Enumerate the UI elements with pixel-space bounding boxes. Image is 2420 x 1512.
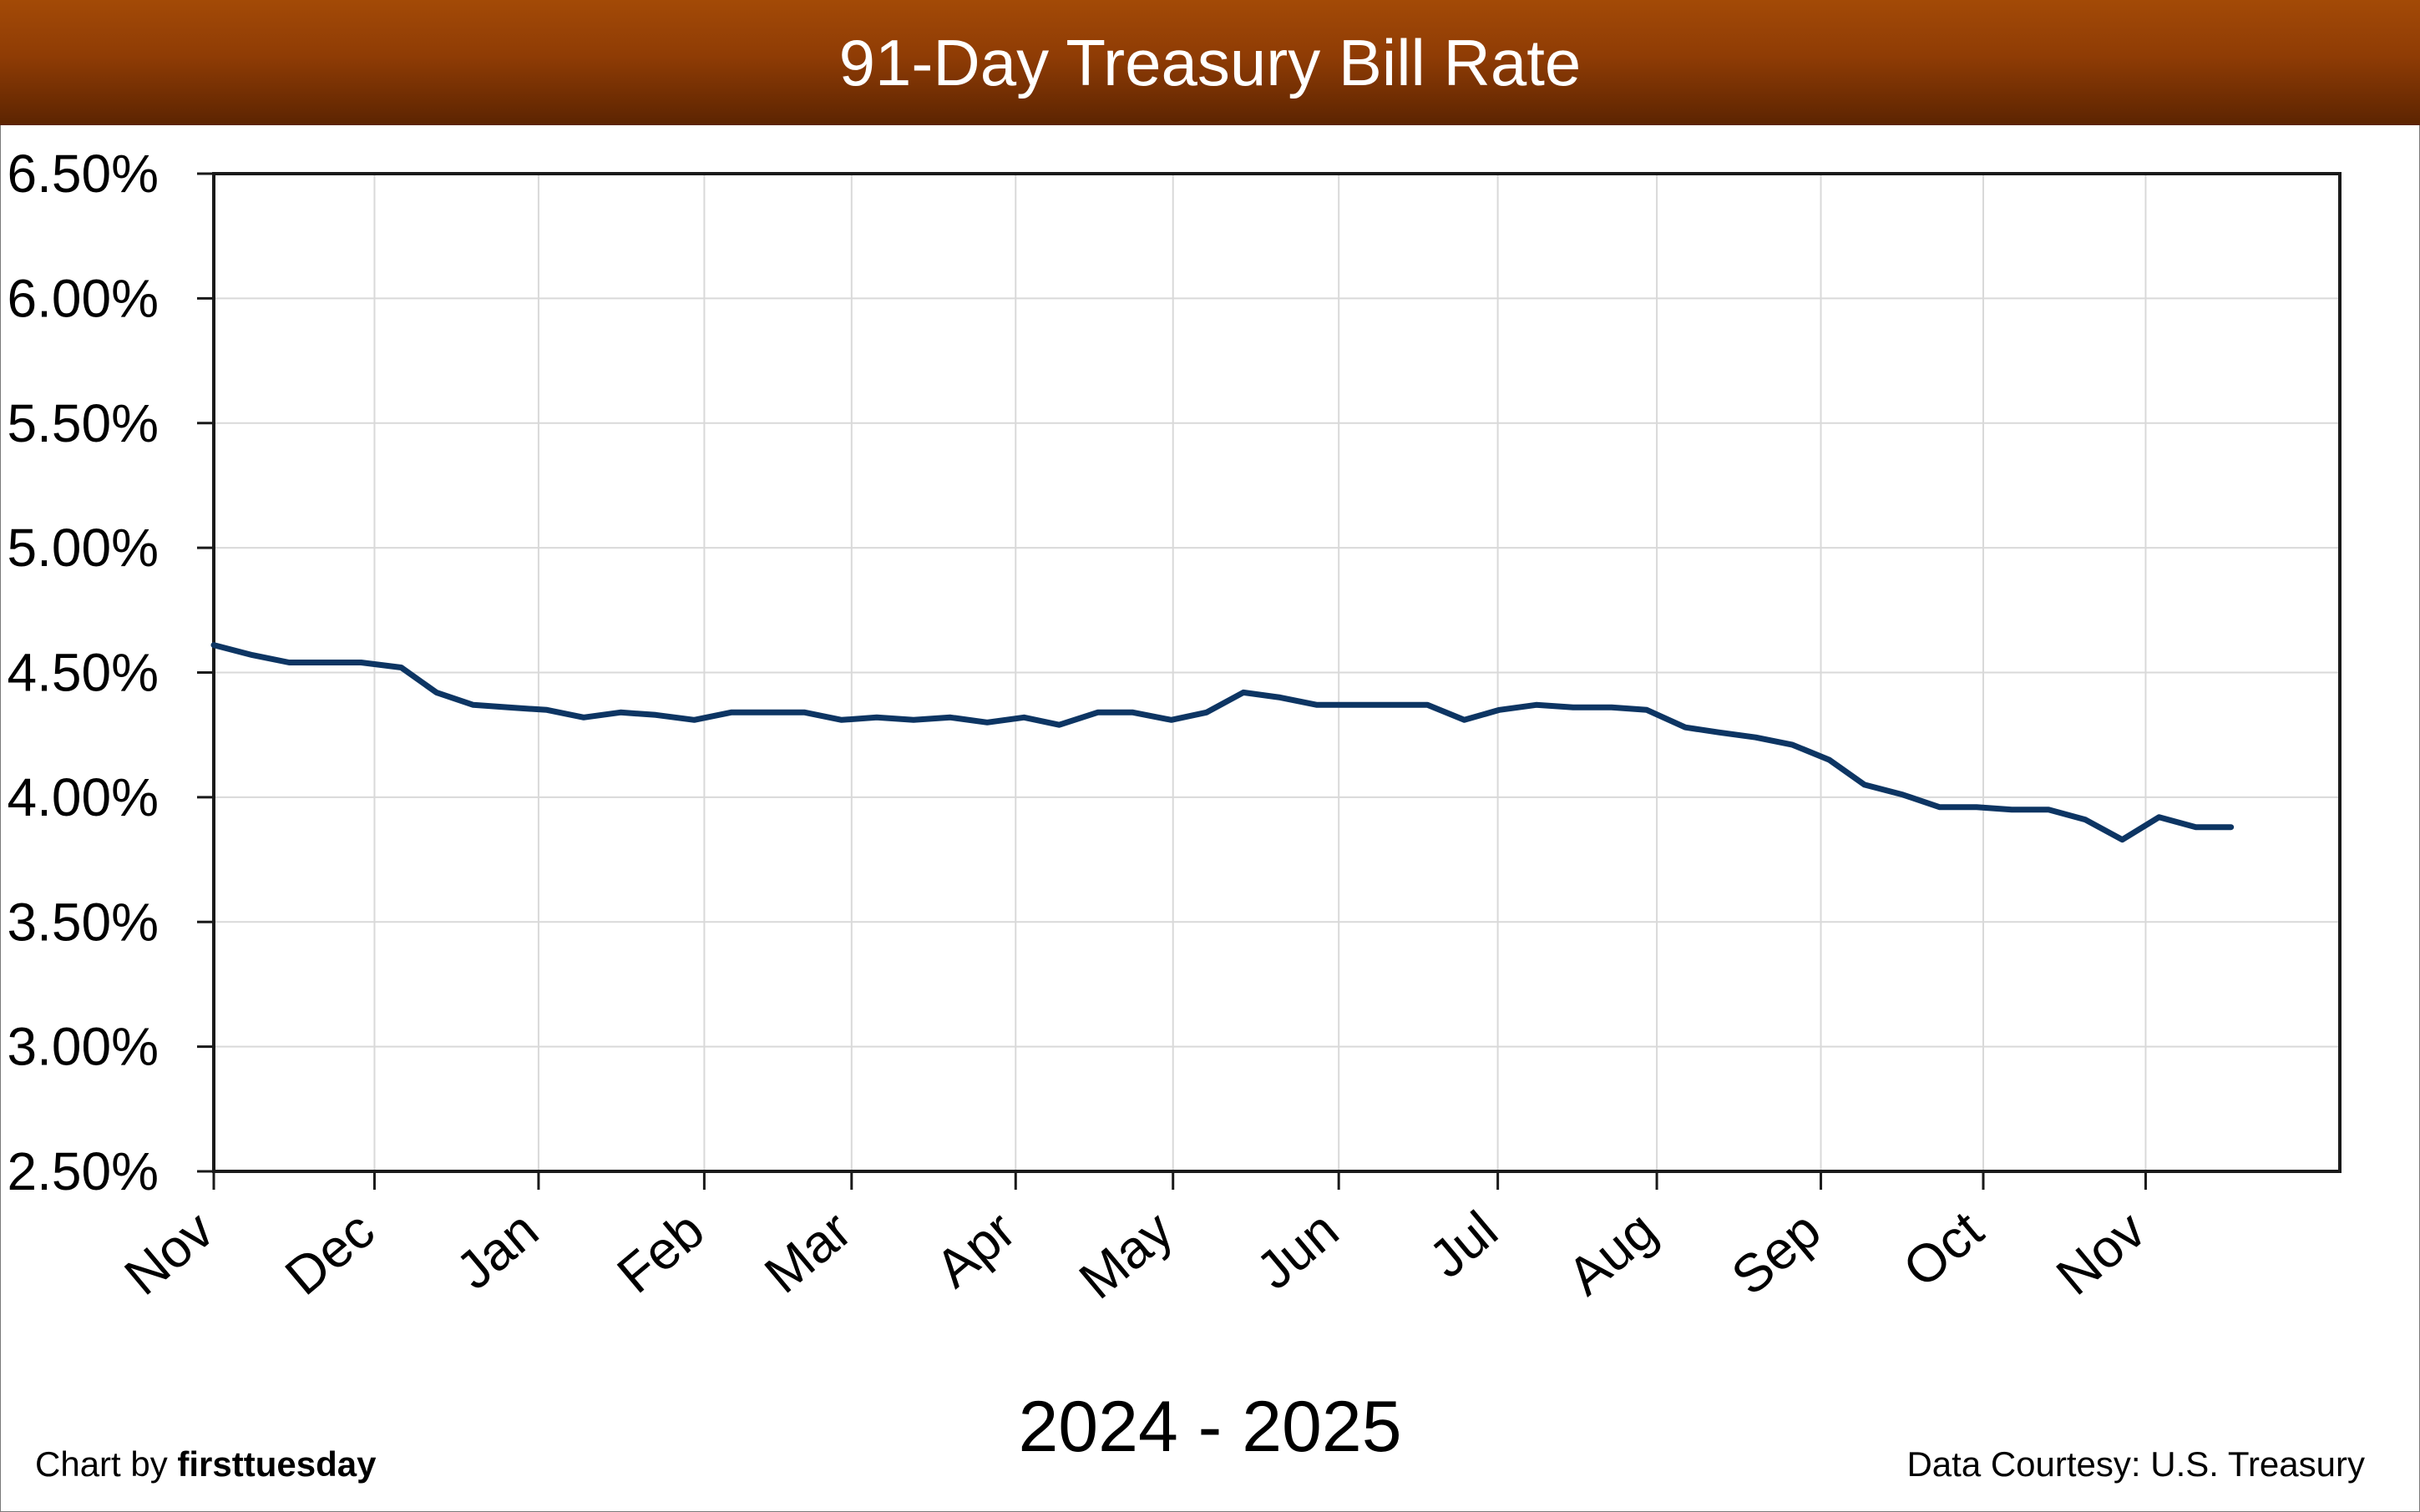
data-source: Data Courtesy: U.S. Treasury xyxy=(1906,1444,2365,1484)
data-point xyxy=(2048,809,2049,811)
x-tick-label: Apr xyxy=(924,1200,1027,1299)
x-tick-label: Mar xyxy=(753,1200,863,1305)
chart-title: 91-Day Treasury Bill Rate xyxy=(838,25,1582,99)
data-point xyxy=(804,711,806,713)
data-point xyxy=(1684,726,1686,728)
y-tick-label: 5.00% xyxy=(8,518,159,578)
data-point xyxy=(508,706,509,708)
grid-lines xyxy=(213,173,2340,1172)
data-point xyxy=(1023,716,1025,718)
data-point xyxy=(1464,719,1466,721)
axes xyxy=(197,172,2147,1190)
x-tick-label: Feb xyxy=(606,1200,716,1305)
series-line xyxy=(210,642,2235,843)
data-point xyxy=(1279,696,1281,698)
data-point xyxy=(693,719,695,721)
data-point xyxy=(949,716,951,718)
y-tick-label: 6.50% xyxy=(8,144,159,204)
chart-credit-prefix: Chart by xyxy=(35,1444,178,1484)
y-tick-label: 5.50% xyxy=(8,393,159,453)
data-point xyxy=(1096,711,1098,713)
data-point xyxy=(986,721,988,723)
y-tick-label: 3.50% xyxy=(8,892,159,952)
data-point xyxy=(1572,706,1574,708)
y-tick-label: 4.50% xyxy=(8,643,159,703)
y-tick-label: 3.00% xyxy=(8,1017,159,1077)
data-point xyxy=(583,716,585,718)
data-point xyxy=(1132,711,1134,713)
x-tick-label: Oct xyxy=(1891,1199,1994,1298)
y-tick-label: 4.00% xyxy=(8,767,159,827)
data-point xyxy=(913,719,914,721)
data-point xyxy=(360,662,362,664)
data-point xyxy=(841,719,843,721)
data-point xyxy=(1864,784,1866,786)
x-axis-title: 2024 - 2025 xyxy=(1018,1387,1402,1467)
data-point xyxy=(1611,706,1612,708)
data-point xyxy=(730,711,732,713)
chart-credit-brand: firsttuesday xyxy=(177,1444,377,1484)
x-tick-label: Aug xyxy=(1557,1200,1668,1307)
x-tick-label: Nov xyxy=(2045,1200,2156,1307)
data-point xyxy=(323,662,325,664)
x-tick-label: Nov xyxy=(114,1200,225,1307)
y-tick-label: 6.00% xyxy=(8,268,159,328)
data-point xyxy=(1058,724,1060,726)
data-point xyxy=(288,662,290,664)
data-point xyxy=(876,716,878,718)
x-tick-label: Jun xyxy=(1245,1200,1349,1301)
data-point xyxy=(1754,736,1756,738)
data-point xyxy=(436,691,438,693)
data-point xyxy=(401,667,402,669)
x-tick-labels: Nov Dec Jan Feb Mar Apr May Jun Jul Aug Sep Oct Nov xyxy=(114,1199,2157,1310)
data-point xyxy=(1829,759,1830,761)
x-tick-label: Sep xyxy=(1720,1200,1832,1307)
x-tick-label: Jul xyxy=(1418,1200,1509,1290)
data-point xyxy=(1791,744,1793,746)
data-point xyxy=(1171,719,1172,721)
chart-credit: Chart by firsttuesday xyxy=(35,1444,376,1484)
x-tick-label: May xyxy=(1068,1200,1184,1311)
x-tick-label: Jan xyxy=(445,1200,549,1301)
y-tick-label: 2.50% xyxy=(8,1141,159,1201)
data-point xyxy=(1206,711,1207,713)
data-point xyxy=(1902,794,1904,796)
x-tick-label: Dec xyxy=(274,1200,385,1307)
title-bar: 91-Day Treasury Bill Rate xyxy=(0,0,2420,125)
data-point xyxy=(2121,839,2123,841)
data-point xyxy=(767,711,769,713)
data-point xyxy=(2084,819,2086,821)
series-layer xyxy=(210,642,2235,843)
y-tick-labels: 6.50% 6.00% 5.50% 5.00% 4.50% 4.00% 3.50% 3.00%… xyxy=(8,144,159,1201)
data-point xyxy=(620,711,621,713)
